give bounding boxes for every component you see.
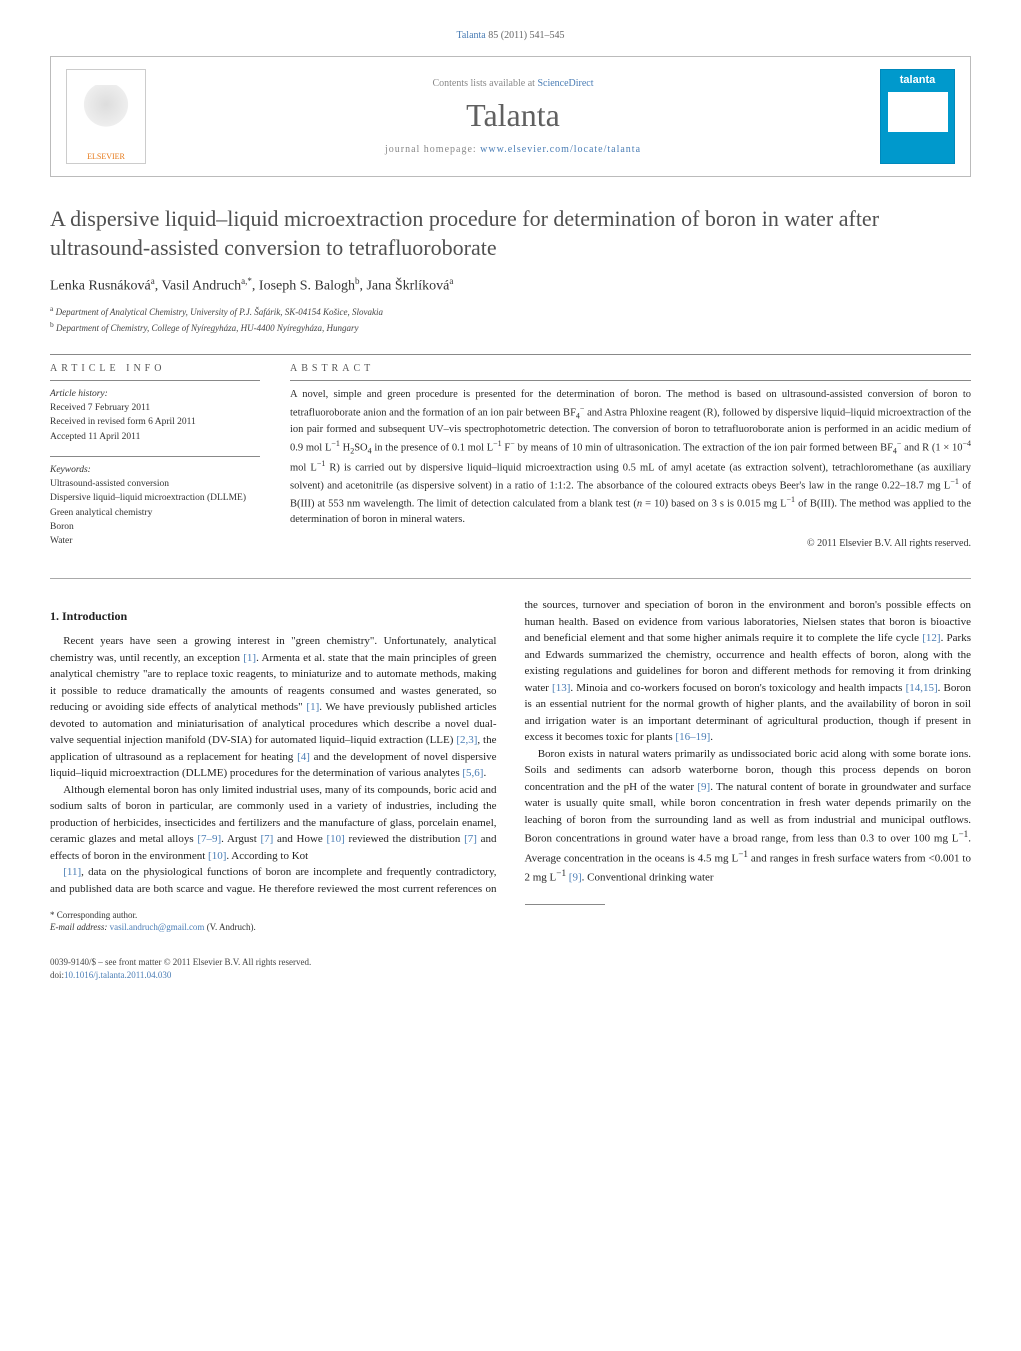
publisher-logo: ELSEVIER <box>66 69 146 164</box>
body-columns: 1. Introduction Recent years have seen a… <box>50 597 971 934</box>
body-paragraph: Recent years have seen a growing interes… <box>50 633 497 782</box>
abstract-text: A novel, simple and green procedure is p… <box>290 387 971 528</box>
footnotes: * Corresponding author. E-mail address: … <box>50 909 971 934</box>
affiliations: a Department of Analytical Chemistry, Un… <box>50 303 971 336</box>
masthead-center: Contents lists available at ScienceDirec… <box>161 78 865 155</box>
keyword: Dispersive liquid–liquid microextraction… <box>50 491 260 505</box>
journal-name: Talanta <box>161 97 865 134</box>
article-info-column: ARTICLE INFO Article history: Received 7… <box>50 363 260 561</box>
keywords-block: Keywords: Ultrasound-assisted conversion… <box>50 463 260 549</box>
keyword: Boron <box>50 520 260 534</box>
history-received: Received 7 February 2011 <box>50 401 260 415</box>
footnote-separator <box>525 904 605 905</box>
contents-prefix: Contents lists available at <box>432 78 537 89</box>
footer-doi: doi:10.1016/j.talanta.2011.04.030 <box>50 969 971 982</box>
elsevier-tree-icon <box>76 85 136 150</box>
publisher-name: ELSEVIER <box>87 152 125 161</box>
article-history: Article history: Received 7 February 201… <box>50 387 260 444</box>
email-suffix: (V. Andruch). <box>207 922 256 932</box>
keyword: Green analytical chemistry <box>50 506 260 520</box>
page-footer: 0039-9140/$ – see front matter © 2011 El… <box>50 956 971 981</box>
abstract-column: ABSTRACT A novel, simple and green proce… <box>290 363 971 561</box>
keywords-label: Keywords: <box>50 463 260 477</box>
keyword: Water <box>50 534 260 548</box>
homepage-link[interactable]: www.elsevier.com/locate/talanta <box>480 144 641 155</box>
journal-homepage: journal homepage: www.elsevier.com/locat… <box>161 144 865 155</box>
keyword: Ultrasound-assisted conversion <box>50 477 260 491</box>
body-paragraph: Boron exists in natural waters primarily… <box>525 746 972 886</box>
running-head-journal[interactable]: Talanta <box>456 30 485 41</box>
cover-label: talanta <box>900 74 935 86</box>
email-line: E-mail address: vasil.andruch@gmail.com … <box>50 921 971 934</box>
copyright-line: © 2011 Elsevier B.V. All rights reserved… <box>290 538 971 549</box>
corresponding-author-note: * Corresponding author. <box>50 909 971 922</box>
divider <box>50 380 260 381</box>
journal-cover: talanta <box>880 69 955 164</box>
running-head-citation: 85 (2011) 541–545 <box>488 30 564 41</box>
homepage-prefix: journal homepage: <box>385 144 480 155</box>
divider <box>50 578 971 579</box>
sciencedirect-link[interactable]: ScienceDirect <box>537 78 593 89</box>
contents-line: Contents lists available at ScienceDirec… <box>161 78 865 89</box>
article-title: A dispersive liquid–liquid microextracti… <box>50 205 971 262</box>
running-head: Talanta 85 (2011) 541–545 <box>50 30 971 41</box>
abstract-label: ABSTRACT <box>290 363 971 374</box>
masthead: ELSEVIER Contents lists available at Sci… <box>50 56 971 177</box>
divider <box>50 354 971 355</box>
divider <box>50 456 260 457</box>
divider <box>290 380 971 381</box>
email-label: E-mail address: <box>50 922 107 932</box>
history-revised: Received in revised form 6 April 2011 <box>50 415 260 429</box>
body-paragraph: Although elemental boron has only limite… <box>50 782 497 865</box>
authors: Lenka Rusnákováa, Vasil Andrucha,*, Iose… <box>50 276 971 295</box>
cover-image-icon <box>888 92 948 132</box>
doi-label: doi: <box>50 970 64 980</box>
history-label: Article history: <box>50 387 260 401</box>
section-heading: 1. Introduction <box>50 607 497 625</box>
history-accepted: Accepted 11 April 2011 <box>50 430 260 444</box>
doi-link[interactable]: 10.1016/j.talanta.2011.04.030 <box>64 970 171 980</box>
article-info-label: ARTICLE INFO <box>50 363 260 374</box>
footer-copyright: 0039-9140/$ – see front matter © 2011 El… <box>50 956 971 969</box>
email-link[interactable]: vasil.andruch@gmail.com <box>110 922 205 932</box>
